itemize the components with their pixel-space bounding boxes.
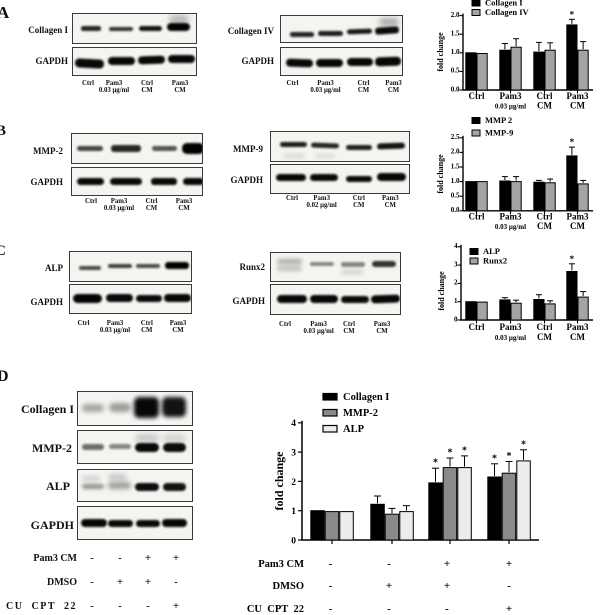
svg-text:Ctrl: Ctrl (469, 322, 485, 332)
svg-text:CM: CM (537, 101, 552, 111)
svg-text:-: - (507, 580, 511, 592)
svg-text:3: 3 (291, 449, 296, 459)
svg-text:Collagen I: Collagen I (485, 0, 523, 8)
svg-text:+: + (506, 558, 512, 570)
svg-text:CM: CM (570, 221, 585, 231)
svg-text:CM: CM (570, 332, 585, 342)
svg-text:-: - (387, 558, 391, 570)
svg-text:1: 1 (291, 507, 296, 517)
svg-text:Runx2: Runx2 (483, 256, 507, 266)
svg-text:*: * (433, 458, 438, 469)
svg-text:*: * (507, 451, 512, 462)
svg-text:fold change: fold change (272, 451, 286, 511)
svg-text:0: 0 (454, 315, 458, 323)
svg-text:2: 2 (454, 279, 458, 287)
svg-text:2.0: 2.0 (451, 148, 460, 156)
svg-text:CM: CM (570, 101, 585, 111)
svg-text:1.0: 1.0 (451, 177, 460, 185)
svg-text:fold change: fold change (436, 154, 445, 194)
svg-text:0.0: 0.0 (451, 206, 460, 214)
svg-text:4: 4 (291, 419, 296, 429)
svg-text:4: 4 (454, 242, 458, 250)
svg-text:*: * (570, 137, 575, 147)
svg-text:0.5: 0.5 (451, 67, 460, 75)
svg-text:Ctrl: Ctrl (537, 91, 553, 101)
svg-text:+: + (444, 558, 450, 570)
svg-text:3: 3 (454, 260, 458, 268)
svg-text:0.03 μg/ml: 0.03 μg/ml (495, 103, 526, 111)
svg-text:*: * (462, 445, 467, 456)
svg-text:0.0: 0.0 (451, 85, 460, 93)
svg-text:+: + (506, 603, 512, 615)
svg-text:ALP: ALP (343, 424, 365, 435)
svg-text:-: - (387, 603, 391, 615)
svg-text:ALP: ALP (483, 246, 500, 256)
svg-text:2: 2 (291, 478, 296, 488)
svg-text:-: - (329, 603, 333, 615)
svg-text:Ctrl: Ctrl (469, 212, 485, 222)
svg-text:0.03 μg/ml: 0.03 μg/ml (495, 334, 526, 342)
svg-text:Pam3: Pam3 (567, 212, 589, 222)
svg-text:*: * (521, 439, 526, 450)
svg-text:1: 1 (454, 297, 458, 305)
svg-text:0.03 μg/ml: 0.03 μg/ml (495, 223, 526, 231)
svg-text:Pam3 CM: Pam3 CM (258, 559, 304, 570)
svg-text:MMP-9: MMP-9 (485, 128, 513, 138)
svg-text:fold change: fold change (436, 32, 445, 72)
svg-text:*: * (492, 453, 497, 464)
svg-text:+: + (386, 580, 392, 592)
svg-text:CM: CM (537, 332, 552, 342)
svg-text:1.5: 1.5 (451, 30, 460, 38)
svg-text:MMP 2: MMP 2 (485, 115, 512, 125)
svg-text:Pam3: Pam3 (567, 91, 589, 101)
svg-text:DMSO: DMSO (273, 581, 305, 592)
svg-text:0.5: 0.5 (451, 192, 460, 200)
svg-text:Ctrl: Ctrl (537, 212, 553, 222)
svg-text:0: 0 (291, 536, 296, 546)
svg-text:Pam3: Pam3 (500, 322, 522, 332)
svg-text:CU CPT 22: CU CPT 22 (247, 604, 304, 615)
svg-text:1.0: 1.0 (451, 48, 460, 56)
svg-text:Ctrl: Ctrl (537, 322, 553, 332)
svg-text:2.5: 2.5 (451, 133, 460, 141)
svg-text:+: + (444, 580, 450, 592)
svg-text:*: * (570, 254, 575, 264)
svg-text:1.5: 1.5 (451, 162, 460, 170)
svg-text:Ctrl: Ctrl (469, 91, 485, 101)
svg-text:Pam3: Pam3 (500, 91, 522, 101)
svg-text:Collagen IV: Collagen IV (485, 7, 530, 17)
svg-text:*: * (570, 9, 575, 19)
svg-text:-: - (329, 558, 333, 570)
svg-text:-: - (329, 580, 333, 592)
svg-text:fold change: fold change (437, 271, 446, 311)
svg-text:MMP-2: MMP-2 (343, 408, 378, 419)
svg-text:Pam3: Pam3 (500, 212, 522, 222)
svg-text:2.0: 2.0 (451, 11, 460, 19)
svg-text:-: - (445, 603, 449, 615)
svg-text:CM: CM (537, 221, 552, 231)
svg-text:Collagen I: Collagen I (343, 392, 389, 403)
svg-text:Pam3: Pam3 (567, 322, 589, 332)
svg-text:*: * (448, 448, 453, 459)
